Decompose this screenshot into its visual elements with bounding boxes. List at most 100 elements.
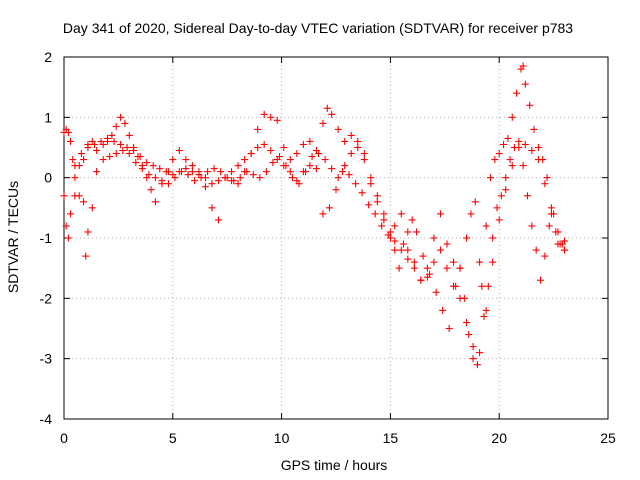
data-point bbox=[64, 128, 72, 136]
x-tick-label: 15 bbox=[383, 430, 399, 446]
data-point bbox=[399, 240, 407, 248]
data-point bbox=[88, 204, 96, 212]
data-point bbox=[450, 282, 458, 290]
data-point bbox=[465, 331, 473, 339]
data-point bbox=[515, 137, 523, 145]
data-point bbox=[456, 294, 464, 302]
data-point bbox=[528, 147, 536, 155]
y-tick-label: -3 bbox=[40, 351, 53, 367]
data-point bbox=[493, 204, 501, 212]
data-point bbox=[69, 156, 77, 164]
data-point bbox=[328, 165, 336, 173]
data-point bbox=[489, 234, 497, 242]
data-point bbox=[506, 156, 514, 164]
data-point bbox=[119, 147, 127, 155]
data-point bbox=[380, 216, 388, 224]
data-point bbox=[463, 318, 471, 326]
data-point bbox=[210, 165, 218, 173]
data-point bbox=[108, 131, 116, 139]
data-point bbox=[341, 162, 349, 170]
data-point bbox=[354, 137, 362, 145]
data-point bbox=[378, 222, 386, 230]
tick-labels: 0 5 10 15 20 25 -4 -3 -2 -1 0 1 2 bbox=[40, 49, 616, 446]
grid bbox=[64, 57, 608, 419]
chart-title: Day 341 of 2020, Sidereal Day-to-day VTE… bbox=[63, 20, 573, 36]
data-point bbox=[532, 246, 540, 254]
data-point bbox=[117, 140, 125, 148]
data-point bbox=[365, 201, 373, 209]
data-point bbox=[404, 255, 412, 263]
data-point bbox=[254, 144, 262, 151]
x-tick-label: 25 bbox=[600, 430, 616, 446]
x-tick-label: 10 bbox=[274, 430, 290, 446]
data-point bbox=[541, 180, 549, 188]
data-point bbox=[373, 192, 381, 200]
data-point bbox=[110, 137, 118, 145]
data-point bbox=[71, 174, 79, 182]
data-point bbox=[230, 177, 238, 185]
data-point bbox=[60, 192, 68, 200]
data-point bbox=[151, 198, 159, 206]
data-point bbox=[445, 325, 453, 332]
data-point bbox=[241, 156, 249, 164]
data-point bbox=[397, 246, 405, 254]
data-point bbox=[234, 162, 242, 170]
data-point bbox=[204, 168, 212, 176]
data-point bbox=[360, 156, 368, 164]
data-point bbox=[332, 186, 340, 194]
data-point bbox=[513, 89, 521, 97]
data-point bbox=[208, 180, 216, 188]
data-point bbox=[371, 210, 379, 218]
data-point bbox=[125, 131, 133, 139]
data-point bbox=[419, 252, 427, 260]
data-point bbox=[175, 168, 183, 176]
data-point bbox=[345, 171, 353, 179]
data-point bbox=[391, 246, 399, 254]
data-point bbox=[534, 156, 542, 164]
data-point bbox=[280, 162, 288, 170]
data-point bbox=[432, 288, 440, 296]
data-point bbox=[130, 147, 138, 155]
data-point bbox=[273, 116, 281, 124]
data-point bbox=[543, 174, 551, 182]
data-point bbox=[471, 198, 479, 206]
data-point bbox=[99, 156, 107, 164]
x-axis-label: GPS time / hours bbox=[281, 457, 388, 473]
data-point bbox=[478, 282, 486, 290]
data-point bbox=[430, 234, 438, 242]
data-point bbox=[188, 162, 196, 170]
data-point bbox=[90, 140, 98, 148]
data-point bbox=[104, 134, 112, 142]
data-point bbox=[158, 177, 166, 185]
data-point bbox=[328, 110, 336, 118]
data-point bbox=[236, 174, 244, 182]
data-point bbox=[151, 174, 159, 182]
data-point bbox=[504, 134, 512, 142]
data-point bbox=[84, 228, 92, 236]
data-point bbox=[228, 168, 236, 176]
data-point bbox=[71, 162, 79, 170]
data-point bbox=[367, 180, 375, 188]
data-point bbox=[443, 264, 451, 272]
data-point bbox=[436, 246, 444, 254]
y-tick-label: 0 bbox=[44, 170, 52, 186]
data-point bbox=[430, 258, 438, 266]
data-point bbox=[164, 180, 172, 188]
data-point bbox=[315, 150, 323, 158]
data-point bbox=[201, 174, 209, 182]
data-point bbox=[325, 204, 333, 212]
data-point bbox=[476, 349, 484, 357]
data-point bbox=[62, 222, 70, 230]
data-point bbox=[417, 276, 425, 284]
data-point bbox=[373, 198, 381, 206]
data-point bbox=[526, 101, 534, 109]
data-point bbox=[121, 119, 129, 127]
data-point bbox=[560, 237, 568, 245]
data-point bbox=[267, 113, 275, 121]
data-point bbox=[286, 168, 294, 176]
data-point bbox=[404, 228, 412, 236]
data-point bbox=[306, 162, 314, 170]
data-point bbox=[312, 165, 320, 173]
data-point bbox=[423, 264, 431, 272]
data-point bbox=[280, 144, 288, 151]
